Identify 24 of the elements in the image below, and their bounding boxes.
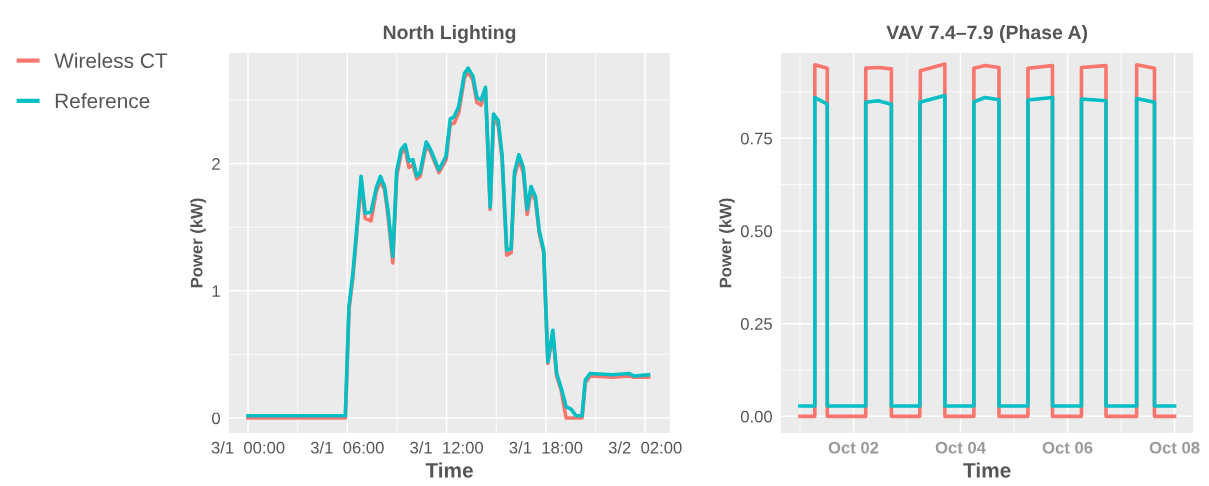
y-tick-label: 0 xyxy=(212,412,220,425)
x-tick-label: Oct 02 xyxy=(828,441,879,454)
y-tick-label: 2 xyxy=(212,158,220,170)
y-tick-label: 0.00 xyxy=(740,410,773,423)
x-axis-title: Time xyxy=(963,462,1011,478)
y-tick-label: 0.50 xyxy=(740,225,773,238)
x-tick-label: 3/1 12:00 xyxy=(410,441,484,454)
x-tick-label: Oct 08 xyxy=(1149,441,1200,454)
x-tick-label: 3/1 06:00 xyxy=(310,441,384,454)
y-tick-label: 0.25 xyxy=(740,318,772,330)
legend-label: Wireless CT xyxy=(54,52,168,69)
y-axis-title: Power (kW) xyxy=(190,198,206,288)
chart-title: VAV 7.4–7.9 (Phase A) xyxy=(886,24,1088,44)
chart-title: North Lighting xyxy=(383,24,516,44)
x-axis-title: Time xyxy=(425,462,473,478)
y-axis-title: Power (kW) xyxy=(719,198,735,288)
legend-label: Reference xyxy=(55,93,150,109)
x-tick-label: 3/1 00:00 xyxy=(211,441,285,454)
x-tick-label: Oct 04 xyxy=(935,441,986,454)
y-tick-label: 1 xyxy=(212,285,220,297)
y-tick-label: 0.75 xyxy=(740,132,772,145)
x-tick-label: 3/1 18:00 xyxy=(509,441,583,454)
x-tick-label: Oct 06 xyxy=(1042,441,1093,454)
x-tick-label: 3/2 02:00 xyxy=(608,441,682,454)
